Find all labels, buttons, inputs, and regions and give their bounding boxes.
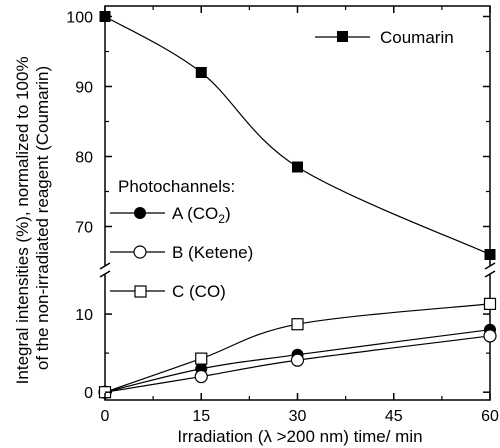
series-line-1: [104, 329, 491, 393]
y-axis-title: Integral intensities (%), normalized to …: [13, 52, 52, 385]
legend-b-marker: [133, 245, 147, 259]
series-line-2: [104, 335, 491, 393]
legend-heading: Photochannels:: [118, 177, 235, 196]
data-point-series-2: [483, 329, 497, 343]
legend-c-marker: [134, 285, 147, 298]
series-line-0: [104, 15, 491, 256]
axis-break-mark: [484, 262, 496, 270]
y-tick-label: 0: [84, 385, 93, 402]
data-point-series-2: [290, 353, 305, 367]
legend-coumarin-marker: [337, 31, 348, 42]
data-point-series-3: [483, 297, 497, 311]
y-tick-label: 80: [75, 150, 93, 167]
x-tick-label: 15: [192, 408, 210, 425]
axes: [99, 5, 496, 401]
y-tick-label: 70: [75, 220, 93, 237]
y-axis-title-line-2: of the non-irradiated reagent (Coumarin): [33, 66, 52, 370]
legend-b-label: B (Ketene): [172, 243, 253, 262]
markers: [98, 11, 497, 399]
data-point-series-2: [194, 369, 208, 384]
axis-break-mark: [484, 270, 496, 278]
data-point-series-0: [484, 249, 496, 260]
legend-a-marker: [134, 207, 146, 219]
x-tick-label: 30: [289, 408, 307, 425]
axis-break-mark: [99, 270, 111, 278]
axis-break-mark: [99, 262, 111, 270]
series-line-3: [104, 303, 491, 393]
x-axis-title: Irradiation (λ >200 nm) time/ min: [177, 427, 422, 446]
legend-coumarin-label: Coumarin: [380, 28, 454, 47]
x-tick-label: 60: [481, 408, 499, 425]
y-tick-label: 10: [75, 307, 93, 324]
ticks: 0 15 30 45 60 70 80 90 100 0 10: [66, 6, 499, 425]
y-axis-title-line-1: Integral intensities (%), normalized to …: [13, 56, 32, 384]
y-tick-label: 100: [66, 10, 93, 27]
data-point-series-3: [195, 352, 208, 365]
data-point-series-3: [291, 318, 304, 331]
data-point-series-0: [292, 161, 303, 173]
series-lines: [104, 15, 491, 393]
x-tick-label: 0: [101, 408, 110, 425]
legend-a-label: A (CO2): [172, 204, 231, 226]
y-tick-label: 90: [75, 80, 93, 97]
legend: Coumarin Photochannels: A (CO2) B (Keten…: [110, 28, 454, 301]
legend-c-label: C (CO): [172, 282, 226, 301]
data-point-series-0: [195, 67, 207, 78]
x-tick-label: 45: [385, 408, 403, 425]
